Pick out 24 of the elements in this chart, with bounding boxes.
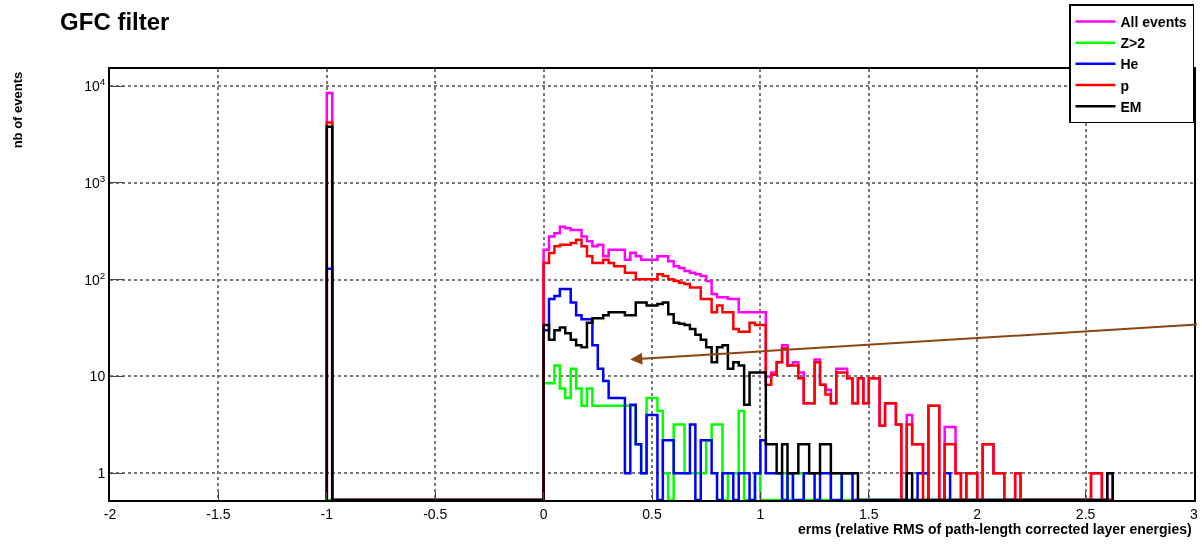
- x-tick-label: 1.5: [859, 505, 879, 522]
- legend-label: EM: [1120, 98, 1142, 115]
- legend-label: p: [1120, 77, 1130, 94]
- x-tick-label: -1.5: [206, 505, 231, 522]
- y-axis-title: nb of events: [10, 71, 26, 149]
- x-tick-label: 3: [1190, 505, 1199, 522]
- x-axis-title: erms (relative RMS of path-length corrected layer energies): [798, 521, 1192, 537]
- legend-label: He: [1120, 56, 1139, 73]
- y-tick-label: 10: [89, 368, 106, 385]
- x-tick-label: 1: [756, 505, 765, 522]
- chart-title: GFC filter: [60, 8, 170, 36]
- legend-label: Z>2: [1120, 35, 1146, 52]
- x-tick-label: 0: [539, 505, 548, 522]
- y-tick-label: 10$^{2}$: [84, 269, 106, 288]
- legend-label: All events: [1120, 13, 1187, 30]
- y-tick-label: 10$^{3}$: [84, 172, 106, 191]
- x-tick-label: -0.5: [423, 505, 448, 522]
- x-tick-label: -1: [320, 505, 334, 522]
- y-tick-label: 1: [97, 465, 106, 482]
- x-tick-label: 2.5: [1075, 505, 1096, 522]
- x-tick-label: 2: [973, 505, 982, 522]
- x-tick-label: -2: [103, 505, 117, 522]
- y-tick-label: 10$^{4}$: [84, 76, 106, 94]
- x-tick-label: 0.5: [642, 505, 662, 522]
